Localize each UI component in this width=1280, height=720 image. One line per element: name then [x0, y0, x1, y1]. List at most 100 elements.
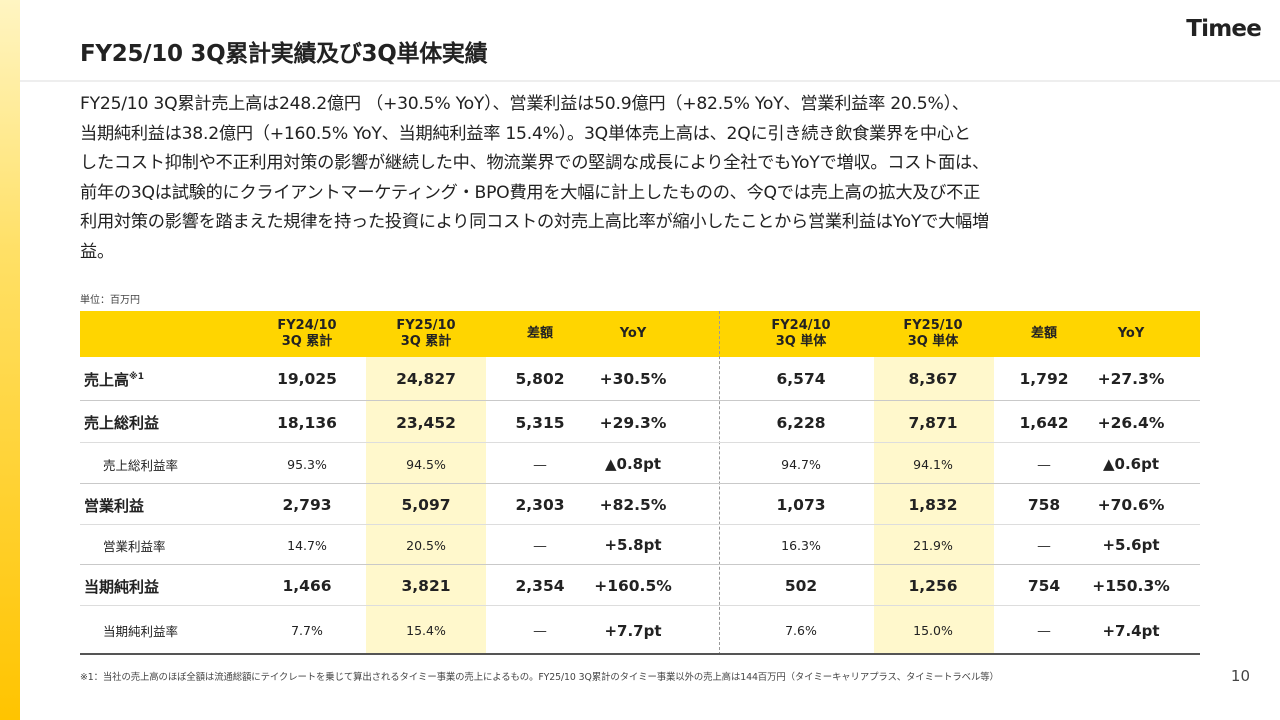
- summary-line: 利用対策の影響を踏まえた規律を持った投資により同コストの対売上高比率が縮小したこ…: [80, 212, 989, 233]
- column-header-line: YoY: [1117, 326, 1145, 341]
- table-header-band: [80, 311, 1200, 357]
- row-label: 当期純利益率: [103, 607, 178, 654]
- footnote-marker: ※1: [129, 372, 145, 382]
- row-divider: [80, 442, 1200, 443]
- column-header-line: 3Q 累計: [400, 334, 452, 349]
- row-divider: [80, 653, 1200, 655]
- row-label-text: 営業利益率: [103, 538, 166, 554]
- column-header: FY25/10 3Q 累計: [370, 311, 482, 357]
- table-cell: +7.4pt: [1102, 621, 1160, 640]
- table-cell: 8,367: [908, 370, 958, 388]
- row-label-text: 当期純利益率: [103, 624, 179, 639]
- summary-line: 当期純利益は38.2億円（+160.5% YoY、当期純利益率 15.4%）。3…: [80, 123, 971, 144]
- table-cell: ―: [1037, 456, 1051, 472]
- column-header-line: FY25/10: [396, 318, 456, 333]
- row-divider: [80, 564, 1200, 565]
- unit-label: 単位：百万円: [80, 295, 140, 306]
- row-divider: [80, 483, 1200, 484]
- table-cell: 6,228: [776, 413, 826, 432]
- column-header-line: 差額: [1030, 326, 1057, 341]
- column-header-line: FY24/10: [277, 318, 337, 333]
- table-cell: 1,792: [1019, 370, 1069, 388]
- table-cell: 15.4%: [406, 623, 446, 638]
- table-cell: 20.5%: [406, 537, 446, 553]
- summary-paragraph: FY25/10 3Q累計売上高は248.2億円 （+30.5% YoY）、営業利…: [80, 90, 1240, 268]
- table-cell: +7.7pt: [604, 621, 662, 640]
- table-cell: 1,642: [1019, 413, 1069, 432]
- column-header: YoY: [577, 311, 689, 357]
- column-header: 差額: [484, 311, 596, 357]
- column-header-line: 差額: [526, 326, 553, 341]
- column-header-line: FY25/10: [903, 318, 963, 333]
- table-cell: ―: [533, 623, 547, 638]
- summary-line: 益。: [80, 241, 114, 262]
- page-title: FY25/10 3Q累計実績及び3Q単体実績: [80, 41, 488, 67]
- row-label-text: 営業利益: [84, 496, 145, 515]
- table-cell: +30.5%: [599, 370, 667, 388]
- row-label: 営業利益: [84, 485, 144, 525]
- table-cell: 1,466: [282, 577, 332, 595]
- row-label-text: 売上総利益率: [103, 457, 179, 473]
- table-cell: ―: [1037, 623, 1051, 638]
- table-cell: 14.7%: [287, 537, 327, 553]
- column-header: YoY: [1075, 311, 1187, 357]
- table-cell: 758: [1027, 496, 1061, 514]
- summary-line: 前年の3Qは試験的にクライアントマーケティング・BPO費用を大幅に計上したものの…: [80, 182, 981, 203]
- table-cell: 94.5%: [406, 456, 446, 472]
- table-cell: ▲0.6pt: [1102, 455, 1159, 473]
- table-cell: +70.6%: [1097, 496, 1165, 514]
- table-cell: +5.6pt: [1102, 536, 1160, 554]
- table-cell: 7.7%: [291, 623, 323, 638]
- table-cell: 6,574: [776, 370, 826, 388]
- table-cell: 21.9%: [913, 537, 953, 553]
- table-cell: 95.3%: [287, 456, 327, 472]
- column-header: FY25/10 3Q 単体: [877, 311, 989, 357]
- table-cell: 1,073: [776, 496, 826, 514]
- row-divider: [80, 400, 1200, 401]
- page-number: 10: [1230, 667, 1250, 685]
- table-cell: 16.3%: [781, 537, 821, 553]
- row-label: 当期純利益: [84, 566, 159, 606]
- summary-line: したコスト抑制や不正利用対策の影響が継続した中、物流業界での堅調な成長により全社…: [80, 153, 989, 174]
- title-divider: [20, 80, 1280, 82]
- table-cell: ―: [533, 537, 547, 553]
- table-cell: 2,793: [282, 496, 332, 514]
- row-label: 売上総利益: [84, 402, 159, 443]
- column-header-line: 3Q 単体: [907, 334, 959, 349]
- table-cell: +29.3%: [599, 413, 667, 432]
- summary-line: FY25/10 3Q累計売上高は248.2億円 （+30.5% YoY）、営業利…: [80, 94, 969, 114]
- table-cell: 754: [1027, 577, 1061, 595]
- table-cell: ▲0.8pt: [604, 455, 661, 473]
- table-cell: 24,827: [396, 370, 456, 388]
- timee-logo: Timee: [1186, 16, 1262, 42]
- table-cell: +27.3%: [1097, 370, 1165, 388]
- column-header-line: YoY: [619, 326, 647, 341]
- row-divider: [80, 524, 1200, 525]
- table-cell: 502: [784, 577, 818, 595]
- table-cell: 94.7%: [781, 456, 821, 472]
- table-cell: 1,832: [908, 496, 958, 514]
- footnote: ※1：当社の売上高のほぼ全額は流通総額にテイクレートを乗じて算出されるタイミー事…: [80, 672, 999, 683]
- table-cell: 3,821: [401, 577, 451, 595]
- table-cell: 23,452: [396, 413, 456, 432]
- table-cell: +5.8pt: [604, 536, 662, 554]
- table-cell: +82.5%: [599, 496, 667, 514]
- row-label-text: 当期純利益: [84, 577, 160, 596]
- column-header-line: 3Q 単体: [775, 334, 827, 349]
- column-header: FY24/10 3Q 単体: [745, 311, 857, 357]
- column-header: FY24/10 3Q 累計: [251, 311, 363, 357]
- table-cell: 19,025: [277, 370, 337, 388]
- table-cell: 15.0%: [913, 623, 953, 638]
- table-cell: ―: [533, 456, 547, 472]
- column-header-line: FY24/10: [771, 318, 831, 333]
- left-accent-bar: [0, 0, 20, 720]
- row-label-text: 売上高: [84, 370, 130, 389]
- row-label: 営業利益率: [103, 525, 166, 565]
- table-cell: 18,136: [277, 413, 337, 432]
- column-header-line: 3Q 累計: [281, 334, 333, 349]
- table-cell: 2,303: [515, 496, 565, 514]
- row-label: 売上総利益率: [103, 444, 178, 484]
- table-cell: +160.5%: [594, 577, 672, 595]
- row-label-text: 売上総利益: [84, 414, 160, 432]
- table-cell: +150.3%: [1092, 577, 1170, 595]
